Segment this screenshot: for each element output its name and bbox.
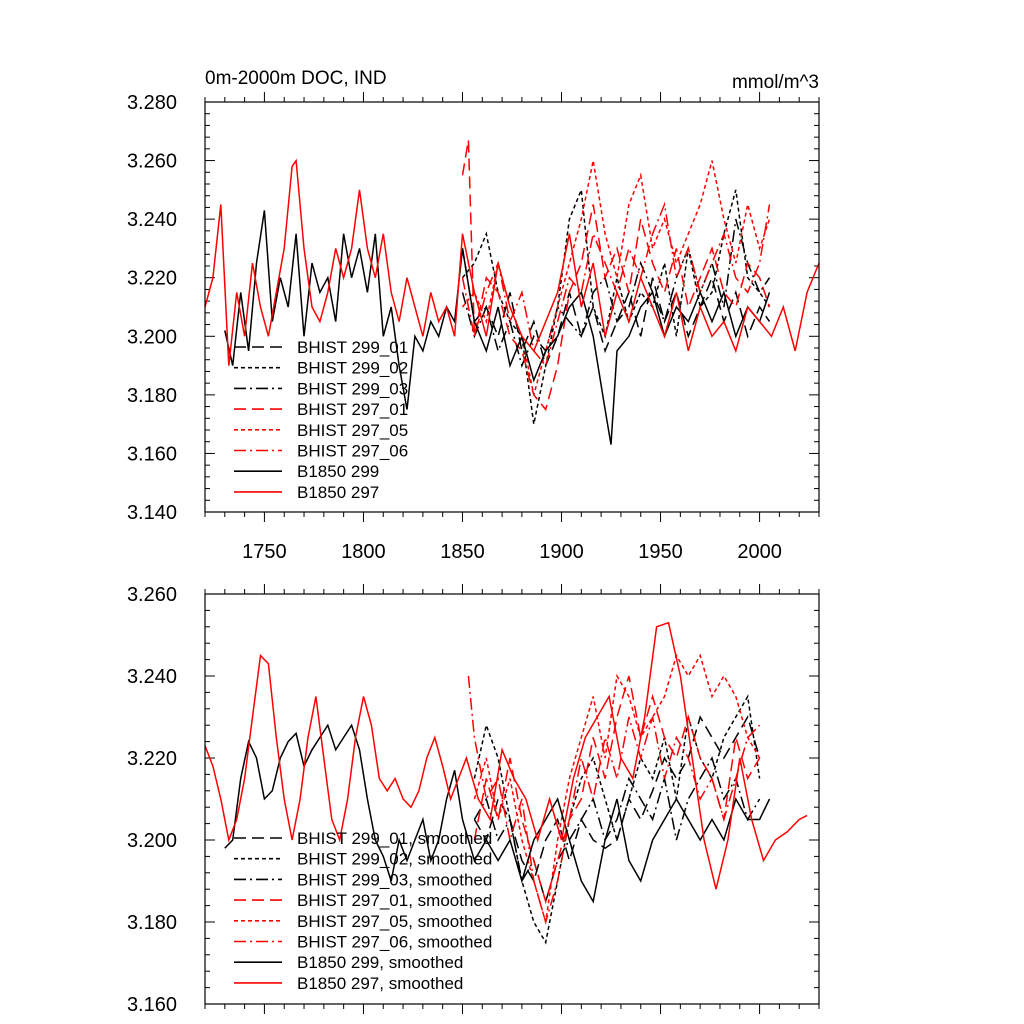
x-tick-label: 1950	[638, 541, 683, 563]
legend-entry: B1850 297	[297, 483, 379, 502]
series-line	[204, 158, 820, 366]
bottom-panel: 3.160 3.180 3.200 3.220 3.240 3.260 BHIST 299_…	[127, 584, 820, 1016]
legend-entry: BHIST 297_06	[297, 442, 408, 461]
y-tick-label: 3.280	[127, 92, 177, 114]
series-line	[461, 189, 771, 425]
series-line	[473, 756, 761, 905]
legend-entry: BHIST 299_02	[297, 359, 408, 378]
y-tick-label: 3.180	[127, 385, 177, 407]
series-line	[224, 723, 771, 904]
series-line	[473, 715, 761, 883]
y-tick-label: 3.260	[127, 584, 177, 606]
series-line	[473, 675, 761, 905]
y-tick-label: 3.200	[127, 326, 177, 348]
y-tick-label: 3.240	[127, 666, 177, 688]
series-line	[461, 139, 771, 412]
series-line	[204, 621, 808, 890]
top-title: 0m-2000m DOC, IND	[205, 68, 387, 89]
y-tick-label: 3.200	[127, 830, 177, 852]
legend-entry: BHIST 297_01, smoothed	[297, 891, 492, 910]
series-line	[467, 675, 761, 925]
top-plot-frame	[204, 101, 820, 513]
top-panel: 0m-2000m DOC, IND mmol/m^3 3.140 3.160 3.1…	[127, 68, 820, 563]
series-line	[473, 653, 761, 923]
y-tick-label: 3.220	[127, 748, 177, 770]
legend-entry: BHIST 299_01, smoothed	[297, 829, 492, 848]
y-tick-label: 3.140	[127, 502, 177, 524]
y-tick-label: 3.180	[127, 912, 177, 934]
legend-entry: BHIST 297_05	[297, 421, 408, 440]
x-tick-label: 1750	[242, 541, 287, 563]
x-tick-label: 2000	[737, 541, 782, 563]
legend-entry: BHIST 299_01	[297, 338, 408, 357]
x-tick-label: 1850	[440, 541, 485, 563]
series-line	[224, 210, 771, 445]
legend-entry: BHIST 299_02, smoothed	[297, 850, 492, 869]
x-tick-label: 1900	[539, 541, 584, 563]
legend-entry: BHIST 299_03	[297, 379, 408, 398]
bottom-plot-frame	[204, 593, 820, 1005]
legend-entry: BHIST 297_06, smoothed	[297, 933, 492, 952]
legend-entry: B1850 299	[297, 462, 379, 481]
y-tick-label: 3.160	[127, 994, 177, 1016]
top-units: mmol/m^3	[732, 72, 819, 93]
x-tick-label: 1800	[341, 541, 386, 563]
legend-entry: B1850 299, smoothed	[297, 953, 463, 972]
series-line	[461, 201, 771, 368]
y-tick-label: 3.240	[127, 209, 177, 231]
legend-entry: BHIST 297_01	[297, 400, 408, 419]
legend-entry: B1850 297, smoothed	[297, 974, 463, 993]
y-tick-label: 3.160	[127, 443, 177, 465]
y-tick-label: 3.220	[127, 268, 177, 290]
y-tick-label: 3.260	[127, 151, 177, 173]
legend-entry: BHIST 299_03, smoothed	[297, 870, 492, 889]
series-line	[461, 218, 771, 368]
legend-entry: BHIST 297_05, smoothed	[297, 912, 492, 931]
